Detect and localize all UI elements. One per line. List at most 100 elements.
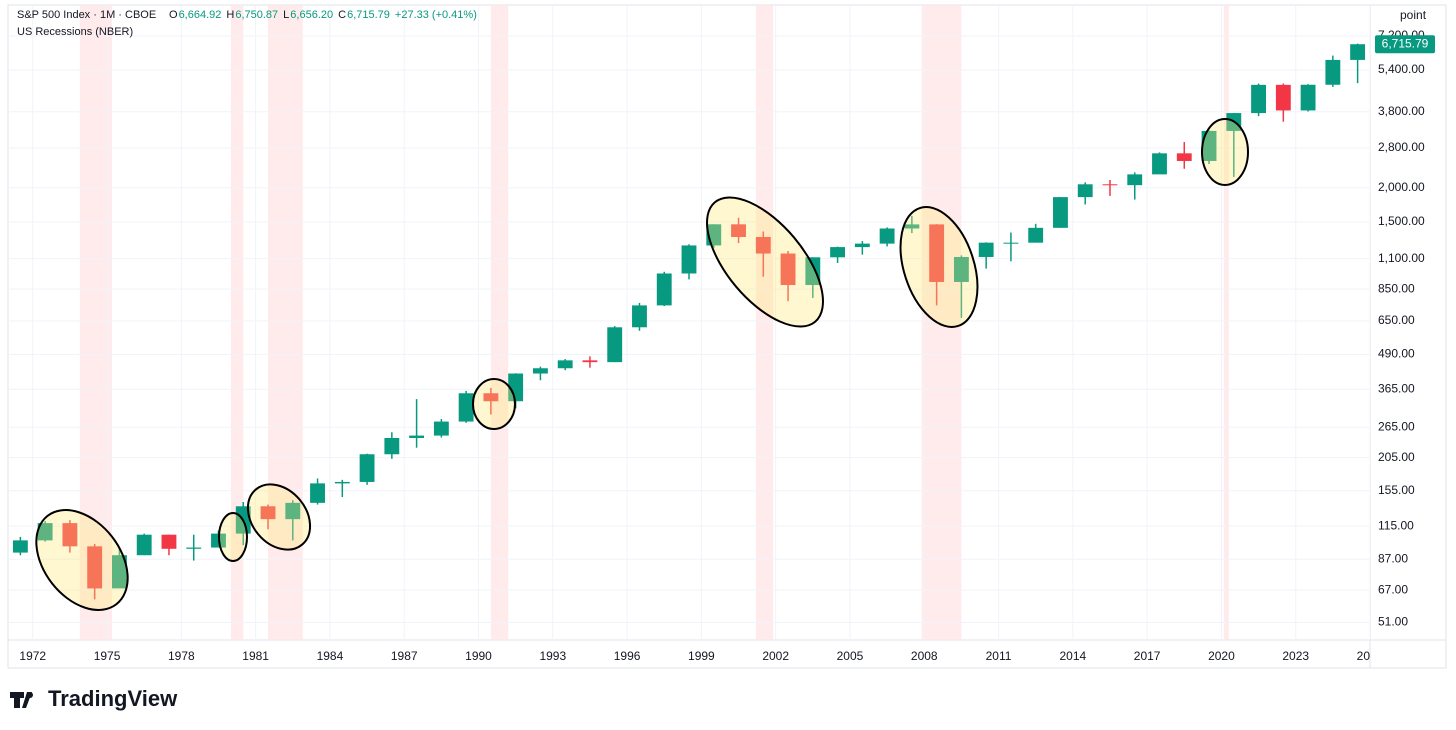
brand: TradingView: [48, 686, 178, 711]
x-tick-label: 2020: [1208, 649, 1235, 663]
x-tick-label: 2008: [911, 649, 938, 663]
candle-body: [830, 247, 846, 258]
x-tick-label: 1990: [465, 649, 492, 663]
candle-body: [483, 393, 499, 402]
last-price-tag: [1375, 35, 1435, 54]
y-tick-label: 115.00: [1378, 518, 1414, 532]
x-tick-label: 2017: [1134, 649, 1161, 663]
candle-body: [879, 228, 895, 244]
candle-body: [112, 555, 127, 589]
candle-body: [186, 547, 202, 549]
annotation-ellipse: [35, 509, 129, 611]
ohlc-key: O: [169, 9, 178, 21]
x-tick-label: 1975: [94, 649, 121, 663]
candle-body: [1102, 184, 1118, 186]
candle-body: [1176, 153, 1192, 161]
candle-body: [334, 481, 350, 484]
candle-body: [854, 243, 870, 248]
candle-body: [755, 236, 771, 254]
recession-band: [1223, 5, 1229, 640]
annotation-ellipse: [899, 206, 979, 328]
annotation-ellipse: [246, 483, 312, 551]
y-tick-label: 1,100.00: [1378, 251, 1425, 265]
chart-frame: [7, 4, 1447, 669]
candle-body: [433, 421, 449, 436]
x-tick-label: 2011: [986, 649, 1012, 663]
x-tick-label: 2023: [1282, 649, 1309, 663]
logo-icon: [27, 692, 33, 698]
series-title: S&P 500 Index · 1M · CBOE: [17, 9, 156, 21]
y-tick-label: 650.00: [1378, 313, 1415, 327]
candle-body: [458, 393, 474, 422]
candle-body: [1201, 130, 1217, 161]
annotation-ellipse: [1201, 118, 1249, 186]
x-tick-label: 1999: [688, 649, 715, 663]
candle-body: [1077, 184, 1093, 198]
x-tick-label: 2002: [762, 649, 789, 663]
recession-band: [230, 5, 244, 640]
y-tick-label: 5,400.00: [1378, 62, 1425, 76]
ohlc-value: 6,750.87: [235, 9, 278, 21]
candle-body: [1251, 84, 1266, 114]
candle-body: [780, 253, 796, 286]
candle-body: [37, 523, 53, 541]
annotation-ellipse: [706, 196, 824, 328]
candle-body: [1300, 84, 1316, 111]
x-tick-label: 1993: [539, 649, 566, 663]
x-tick-label: 1978: [168, 649, 195, 663]
candle-body: [1152, 153, 1167, 175]
candle-body: [87, 546, 103, 589]
candle-body: [978, 242, 994, 257]
recession-band: [755, 5, 774, 640]
x-tick-label: 1987: [391, 649, 418, 663]
ohlc-value: 6,656.20: [290, 9, 333, 21]
candle-body: [582, 360, 598, 363]
candle-body: [557, 360, 573, 369]
candle-body: [409, 435, 425, 438]
ohlc-key: C: [338, 9, 346, 21]
y-tick-label: 365.00: [1378, 381, 1415, 395]
y-tick-label: 2,800.00: [1378, 140, 1425, 154]
candle-body: [1053, 197, 1068, 228]
y-tick-label: 850.00: [1378, 281, 1415, 295]
y-tick-label: 51.00: [1378, 615, 1408, 629]
candle-body: [1028, 227, 1044, 243]
logo: TradingView: [10, 686, 178, 711]
y-tick-label: 205.00: [1378, 450, 1415, 464]
y-tick-label: 265.00: [1378, 419, 1415, 433]
candle-body: [681, 245, 697, 274]
ohlc-key: L: [283, 9, 289, 21]
y-tick-label: 87.00: [1378, 551, 1408, 565]
recession-band: [490, 5, 509, 640]
x-tick-label: 1981: [242, 649, 269, 663]
annotation-ellipse: [218, 512, 248, 562]
x-tick-label: 2005: [837, 649, 864, 663]
y-tick-label: 3,800.00: [1378, 104, 1425, 118]
candle-body: [136, 534, 152, 556]
candle-body: [904, 224, 920, 229]
x-tick-label: 1996: [614, 649, 641, 663]
x-tick-label: 2014: [1059, 649, 1086, 663]
annotation-ellipse: [472, 378, 516, 430]
candle-body: [532, 368, 548, 374]
candle-body: [1275, 84, 1291, 111]
x-tick-label: 2026: [1357, 649, 1384, 663]
candle-body: [508, 373, 524, 402]
candle-body: [384, 437, 400, 455]
y-tick-label: 1,500.00: [1378, 214, 1425, 228]
y-tick-label: 490.00: [1378, 347, 1415, 361]
unit-button[interactable]: [1378, 6, 1440, 27]
candle-body: [731, 224, 746, 237]
ohlc-value: 6,664.92: [179, 9, 222, 21]
change: +27.33 (+0.41%): [395, 9, 477, 21]
candle-body: [656, 273, 672, 306]
candle-body: [161, 534, 177, 549]
candle-body: [1350, 44, 1366, 60]
y-tick-label: 67.00: [1378, 582, 1408, 596]
candle-body: [260, 506, 276, 520]
recession-band: [921, 5, 962, 640]
candle-body: [310, 483, 325, 503]
unit-label[interactable]: point: [1400, 8, 1427, 22]
candle-body: [1325, 59, 1341, 85]
